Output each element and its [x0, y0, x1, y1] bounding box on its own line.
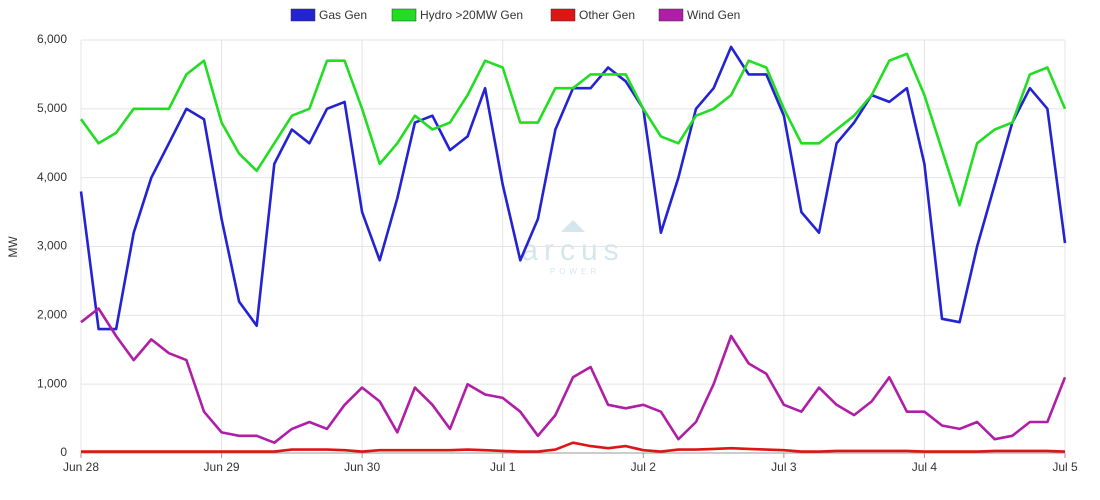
x-tick-label: Jun 28 — [63, 460, 99, 474]
y-tick-label: 4,000 — [37, 170, 67, 184]
x-tick-label: Jul 2 — [631, 460, 657, 474]
x-tick-label: Jul 5 — [1052, 460, 1078, 474]
x-tick-label: Jun 29 — [204, 460, 240, 474]
y-tick-label: 1,000 — [37, 376, 67, 390]
legend-label: Hydro >20MW Gen — [420, 8, 523, 22]
x-tick-label: Jul 4 — [912, 460, 938, 474]
legend-swatch — [658, 8, 684, 22]
y-tick-label: 0 — [60, 445, 67, 459]
watermark-icon — [561, 220, 585, 232]
y-axis-label: MW — [6, 236, 20, 258]
legend-swatch — [290, 8, 316, 22]
legend-label: Gas Gen — [319, 8, 367, 22]
y-tick-label: 3,000 — [37, 239, 67, 253]
legend-swatch — [391, 8, 417, 22]
y-tick-label: 6,000 — [37, 32, 67, 46]
y-tick-label: 2,000 — [37, 308, 67, 322]
x-tick-label: Jun 30 — [344, 460, 380, 474]
x-tick-label: Jul 1 — [490, 460, 516, 474]
watermark-sub: POWER — [550, 267, 600, 276]
y-tick-label: 5,000 — [37, 101, 67, 115]
series-line — [81, 441, 1066, 453]
legend-label: Wind Gen — [687, 8, 740, 22]
watermark: arcus — [521, 234, 624, 267]
legend-swatch — [550, 8, 576, 22]
series-line — [80, 307, 1067, 444]
legend-label: Other Gen — [579, 8, 635, 22]
series-line — [79, 52, 1067, 207]
x-tick-label: Jul 3 — [771, 460, 797, 474]
